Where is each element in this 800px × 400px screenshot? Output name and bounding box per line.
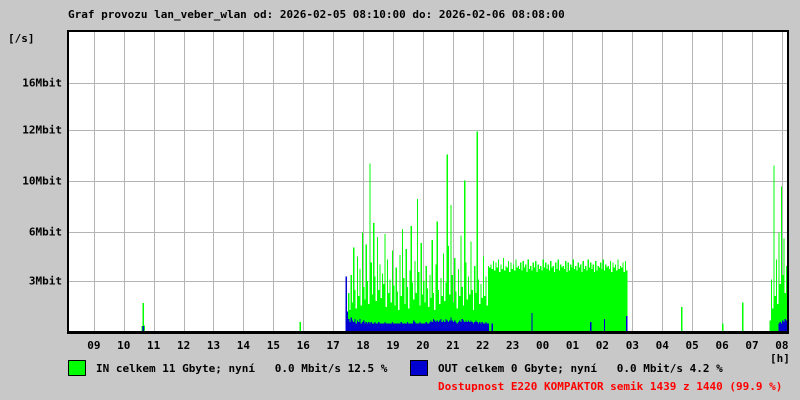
x-tick-label: 13 [206, 339, 221, 352]
series-in [141, 131, 787, 332]
x-tick-label: 07 [745, 339, 759, 352]
series-out [142, 276, 787, 332]
traffic-plot-svg [69, 32, 787, 332]
x-tick-label: 19 [386, 339, 400, 352]
y-tick-label: 6Mbit [28, 225, 62, 239]
legend-swatch-out [410, 360, 428, 376]
x-tick-label: 21 [446, 339, 460, 352]
legend: IN celkem 11 Gbyte; nyní 0.0 Mbit/s 12.5… [0, 358, 800, 400]
legend-entry-out: OUT celkem 0 Gbyte; nyní 0.0 Mbit/s 4.2 … [410, 360, 723, 376]
y-tick-label: 3Mbit [28, 274, 62, 288]
x-tick-label: 15 [266, 339, 280, 352]
x-tick-label: 10 [117, 339, 131, 352]
y-tick-label: 16Mbit [22, 76, 62, 90]
y-tick-label: 12Mbit [22, 123, 62, 137]
x-tick-label: 00 [535, 339, 550, 352]
x-tick-label: 23 [506, 339, 520, 352]
x-tick-label: 04 [655, 339, 669, 352]
x-tick-label: 06 [715, 339, 729, 352]
x-tick-label: 02 [595, 339, 610, 352]
x-tick-label: 16 [296, 339, 310, 352]
plot-area [67, 30, 789, 334]
x-axis-unit-label: [h] [770, 352, 790, 365]
availability-note: Dostupnost E220 KOMPAKTOR semik 1439 z 1… [438, 380, 783, 393]
legend-entry-in: IN celkem 11 Gbyte; nyní 0.0 Mbit/s 12.5… [68, 360, 387, 376]
grid-lines [69, 32, 787, 332]
x-tick-label: 03 [625, 339, 639, 352]
x-tick-label: 09 [87, 339, 101, 352]
x-tick-label: 17 [326, 339, 340, 352]
legend-label-out: OUT celkem 0 Gbyte; nyní 0.0 Mbit/s 4.2 … [438, 361, 723, 375]
legend-swatch-in [68, 360, 86, 376]
page-title: Graf provozu lan_veber_wlan od: 2026-02-… [68, 8, 565, 21]
x-tick-label: 11 [147, 339, 161, 352]
x-tick-label: 12 [176, 339, 191, 352]
x-tick-label: 14 [236, 339, 251, 352]
x-tick-label: 05 [685, 339, 699, 352]
x-tick-label: 08 [775, 339, 789, 352]
y-tick-label: 10Mbit [22, 174, 62, 188]
x-tick-label: 20 [416, 339, 430, 352]
x-tick-label: 22 [476, 339, 490, 352]
y-axis-unit-label: [/s] [8, 32, 35, 45]
x-tick-label: 18 [356, 339, 370, 352]
legend-label-in: IN celkem 11 Gbyte; nyní 0.0 Mbit/s 12.5… [96, 361, 388, 375]
x-tick-label: 01 [565, 339, 580, 352]
